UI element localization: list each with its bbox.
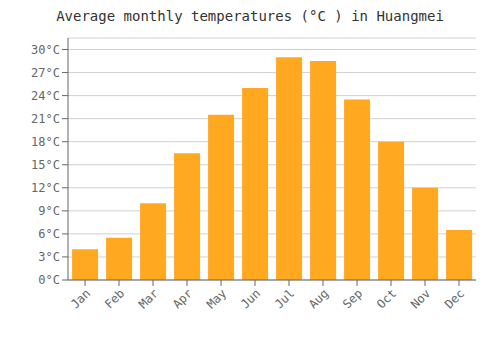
svg-text:3°C: 3°C: [38, 250, 60, 264]
svg-text:0°C: 0°C: [38, 273, 60, 287]
svg-text:May: May: [204, 286, 229, 311]
svg-text:Mar: Mar: [136, 286, 161, 311]
svg-text:18°C: 18°C: [31, 135, 60, 149]
svg-text:Oct: Oct: [374, 286, 399, 311]
svg-text:Jan: Jan: [68, 286, 93, 311]
svg-text:Nov: Nov: [408, 286, 433, 311]
svg-text:30°C: 30°C: [31, 43, 60, 57]
svg-text:Aug: Aug: [306, 286, 331, 311]
svg-text:6°C: 6°C: [38, 227, 60, 241]
svg-text:24°C: 24°C: [31, 89, 60, 103]
svg-text:15°C: 15°C: [31, 158, 60, 172]
svg-text:Apr: Apr: [170, 286, 195, 311]
svg-text:Sep: Sep: [340, 286, 365, 311]
svg-text:12°C: 12°C: [31, 181, 60, 195]
svg-text:9°C: 9°C: [38, 204, 60, 218]
svg-text:Jul: Jul: [272, 286, 297, 311]
svg-text:Dec: Dec: [442, 286, 467, 311]
html-text:Average monthly temperatures (: Average monthly temperatures (°C ) in Hu…: [56, 8, 444, 24]
svg-text:Feb: Feb: [102, 286, 127, 311]
svg-text:Jun: Jun: [238, 286, 263, 311]
svg-text:27°C: 27°C: [31, 66, 60, 80]
svg-text:21°C: 21°C: [31, 112, 60, 126]
